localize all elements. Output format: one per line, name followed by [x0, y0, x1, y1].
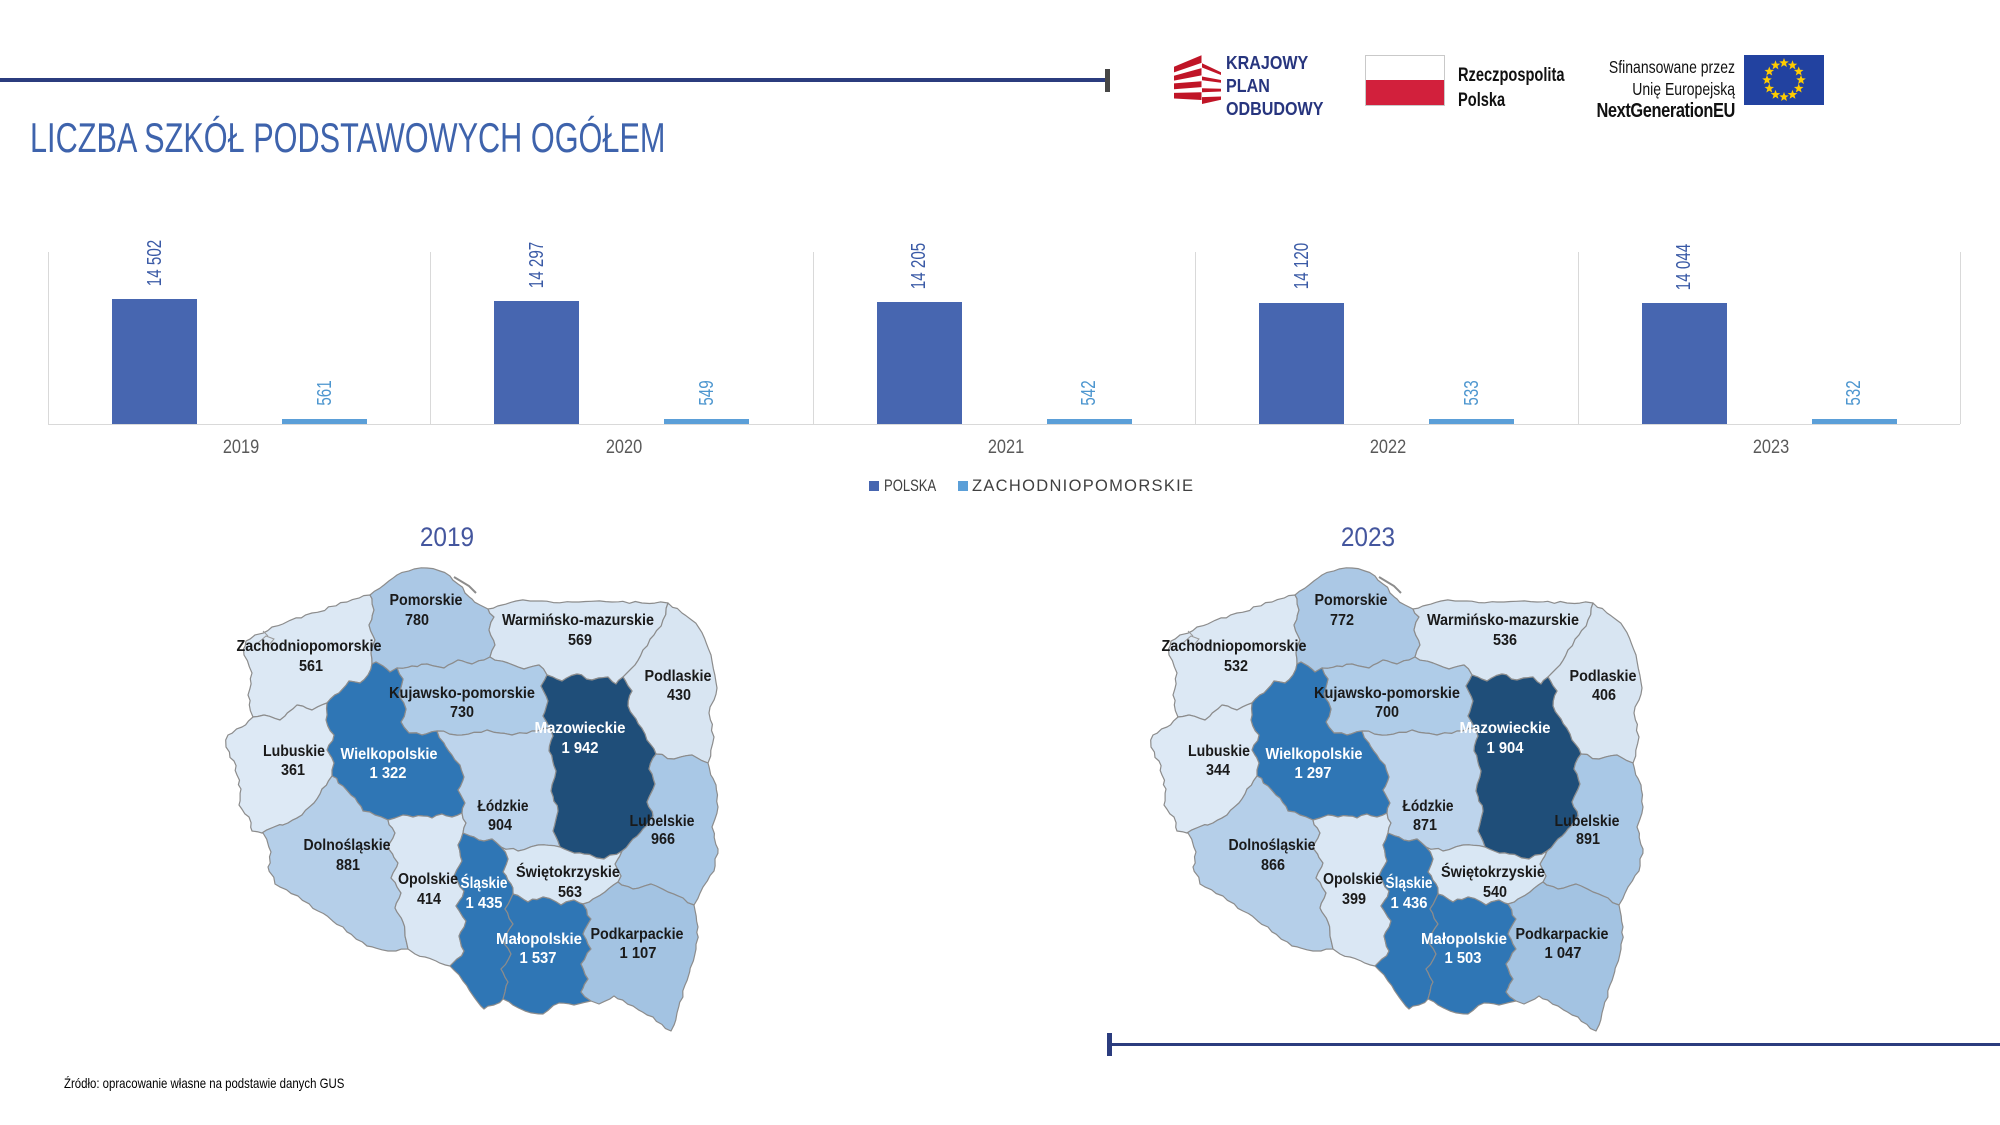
svg-text:1 322: 1 322	[370, 765, 407, 782]
svg-text:1 942: 1 942	[562, 740, 599, 757]
svg-text:881: 881	[336, 857, 360, 874]
svg-text:344: 344	[1206, 762, 1230, 779]
svg-text:561: 561	[299, 658, 323, 675]
svg-text:Lubelskie: Lubelskie	[630, 813, 695, 830]
svg-text:399: 399	[1342, 891, 1366, 908]
svg-text:871: 871	[1413, 817, 1437, 834]
svg-text:430: 430	[667, 687, 691, 704]
svg-text:532: 532	[1224, 658, 1248, 675]
svg-text:772: 772	[1330, 612, 1354, 629]
svg-text:Wielkopolskie: Wielkopolskie	[1266, 746, 1363, 763]
svg-text:Mazowieckie: Mazowieckie	[1460, 720, 1551, 737]
svg-text:406: 406	[1592, 687, 1616, 704]
svg-text:Świętokrzyskie: Świętokrzyskie	[516, 863, 620, 881]
svg-text:540: 540	[1483, 884, 1507, 901]
svg-text:Lubelskie: Lubelskie	[1555, 813, 1620, 830]
svg-text:414: 414	[417, 891, 441, 908]
svg-text:1 503: 1 503	[1445, 950, 1482, 967]
svg-text:Wielkopolskie: Wielkopolskie	[341, 746, 438, 763]
svg-text:Pomorskie: Pomorskie	[390, 592, 463, 609]
svg-text:Małopolskie: Małopolskie	[1421, 931, 1507, 948]
svg-text:1 297: 1 297	[1295, 765, 1332, 782]
svg-text:966: 966	[651, 831, 675, 848]
svg-text:Kujawsko-pomorskie: Kujawsko-pomorskie	[1314, 685, 1460, 702]
svg-text:Warmińsko-mazurskie: Warmińsko-mazurskie	[1427, 612, 1579, 629]
svg-text:1 047: 1 047	[1545, 945, 1582, 962]
svg-text:891: 891	[1576, 831, 1600, 848]
svg-text:Zachodniopomorskie: Zachodniopomorskie	[1162, 638, 1307, 655]
svg-text:Opolskie: Opolskie	[398, 871, 458, 888]
svg-text:361: 361	[281, 762, 305, 779]
svg-text:Lubuskie: Lubuskie	[1188, 743, 1250, 760]
svg-text:730: 730	[450, 704, 474, 721]
svg-text:Kujawsko-pomorskie: Kujawsko-pomorskie	[389, 685, 535, 702]
svg-text:Lubuskie: Lubuskie	[263, 743, 325, 760]
svg-text:1 435: 1 435	[466, 895, 503, 912]
svg-text:904: 904	[488, 817, 512, 834]
svg-text:Łódzkie: Łódzkie	[478, 798, 529, 815]
svg-text:Śląskie: Śląskie	[461, 874, 508, 892]
svg-text:Opolskie: Opolskie	[1323, 871, 1383, 888]
svg-text:536: 536	[1493, 632, 1517, 649]
svg-text:Śląskie: Śląskie	[1386, 874, 1433, 892]
svg-text:Małopolskie: Małopolskie	[496, 931, 582, 948]
svg-text:Podlaskie: Podlaskie	[645, 668, 712, 685]
svg-text:Podkarpackie: Podkarpackie	[591, 926, 684, 943]
svg-text:569: 569	[568, 632, 592, 649]
svg-text:Pomorskie: Pomorskie	[1315, 592, 1388, 609]
svg-text:1 436: 1 436	[1391, 895, 1428, 912]
svg-text:Zachodniopomorskie: Zachodniopomorskie	[237, 638, 382, 655]
svg-text:866: 866	[1261, 857, 1285, 874]
svg-text:1 904: 1 904	[1487, 740, 1524, 757]
svg-text:Warmińsko-mazurskie: Warmińsko-mazurskie	[502, 612, 654, 629]
svg-text:Podlaskie: Podlaskie	[1570, 668, 1637, 685]
svg-text:Łódzkie: Łódzkie	[1403, 798, 1454, 815]
svg-text:Mazowieckie: Mazowieckie	[535, 720, 626, 737]
svg-text:700: 700	[1375, 704, 1399, 721]
svg-text:Świętokrzyskie: Świętokrzyskie	[1441, 863, 1545, 881]
svg-text:780: 780	[405, 612, 429, 629]
svg-text:Dolnośląskie: Dolnośląskie	[1229, 837, 1316, 854]
svg-text:563: 563	[558, 884, 582, 901]
svg-text:1 107: 1 107	[620, 945, 657, 962]
svg-text:1 537: 1 537	[520, 950, 557, 967]
svg-text:Dolnośląskie: Dolnośląskie	[304, 837, 391, 854]
svg-text:Podkarpackie: Podkarpackie	[1516, 926, 1609, 943]
